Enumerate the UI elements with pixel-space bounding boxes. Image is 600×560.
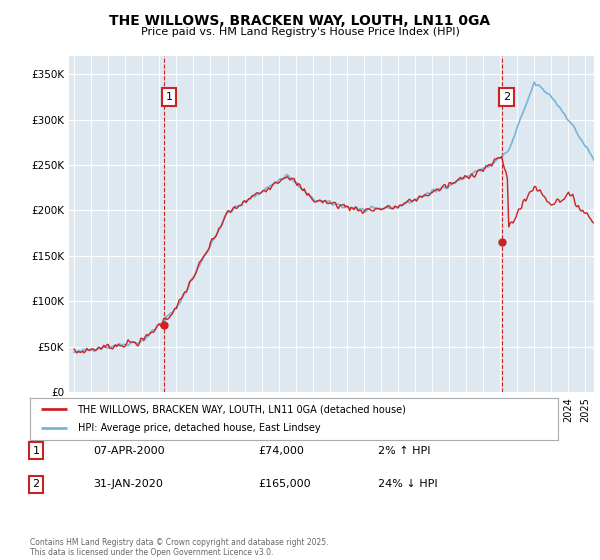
Text: THE WILLOWS, BRACKEN WAY, LOUTH, LN11 0GA (detached house): THE WILLOWS, BRACKEN WAY, LOUTH, LN11 0G… [77,404,406,414]
Text: £165,000: £165,000 [258,479,311,489]
Text: THE WILLOWS, BRACKEN WAY, LOUTH, LN11 0GA: THE WILLOWS, BRACKEN WAY, LOUTH, LN11 0G… [109,14,491,28]
Text: Price paid vs. HM Land Registry's House Price Index (HPI): Price paid vs. HM Land Registry's House … [140,27,460,37]
Text: Contains HM Land Registry data © Crown copyright and database right 2025.
This d: Contains HM Land Registry data © Crown c… [30,538,329,557]
Text: 2% ↑ HPI: 2% ↑ HPI [378,446,431,456]
Text: 2: 2 [503,92,510,102]
Text: £74,000: £74,000 [258,446,304,456]
Text: 07-APR-2000: 07-APR-2000 [93,446,164,456]
Text: 31-JAN-2020: 31-JAN-2020 [93,479,163,489]
Text: 2: 2 [32,479,40,489]
Text: HPI: Average price, detached house, East Lindsey: HPI: Average price, detached house, East… [77,423,320,433]
Text: 24% ↓ HPI: 24% ↓ HPI [378,479,437,489]
Text: 1: 1 [166,92,173,102]
Text: 1: 1 [32,446,40,456]
